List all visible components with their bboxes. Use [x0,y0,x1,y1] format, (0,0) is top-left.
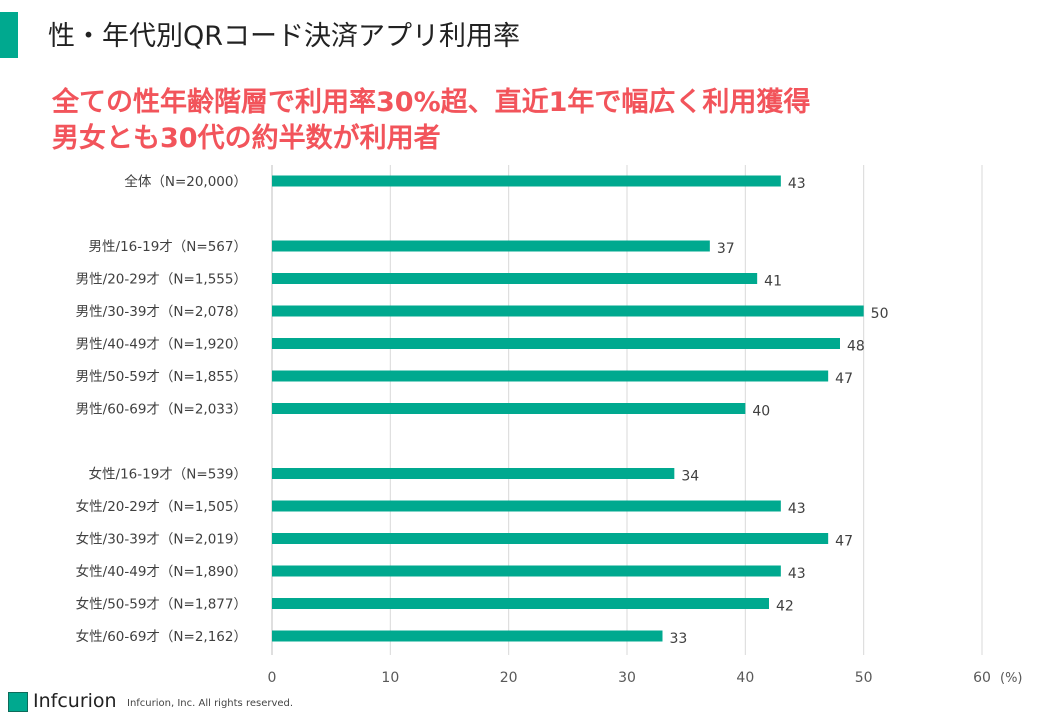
category-label: 女性/50-59才（N=1,877） [76,596,247,613]
data-label: 50 [871,306,889,322]
data-label: 43 [788,176,806,192]
data-label: 48 [847,339,865,355]
brand-name: Infcurion [33,690,117,712]
bar [272,175,781,187]
category-label: 女性/20-29才（N=1,505） [76,498,247,515]
category-label: 女性/40-49才（N=1,890） [76,563,247,580]
bar [272,273,758,284]
bar [272,403,746,414]
data-label: 47 [835,371,853,387]
category-label: 男性/16-19才（N=567） [89,239,247,255]
category-label: 男性/40-49才（N=1,920） [76,337,247,353]
bar [272,468,675,479]
data-label: 47 [835,534,853,550]
data-label: 42 [776,599,794,615]
page-title: 性・年代別QRコード決済アプリ利用率 [48,21,521,52]
x-tick-label: 40 [736,670,754,686]
category-label: 女性/30-39才（N=2,019） [76,531,247,548]
x-tick-label: 20 [500,670,518,686]
data-label: 33 [670,631,688,647]
bar [272,240,710,252]
headline-line-2: 男女とも30代の約半数が利用者 [52,123,441,154]
logo-icon [8,692,28,712]
category-label: 男性/20-29才（N=1,555） [76,272,247,288]
x-tick-label: 50 [855,670,873,686]
data-label: 41 [764,274,782,290]
data-label: 43 [788,566,806,582]
title-accent-bar [0,12,18,58]
bar [272,630,663,642]
data-label: 34 [681,469,699,485]
bar [272,500,781,512]
category-label: 全体（N=20,000） [124,173,247,190]
data-label: 40 [752,404,770,420]
data-label: 43 [788,501,806,517]
data-label: 37 [717,241,735,257]
bar [272,370,829,382]
category-label: 女性/60-69才（N=2,162） [76,628,247,645]
category-label: 女性/16-19才（N=539） [89,466,247,483]
headline-line-1: 全ての性年齢階層で利用率30%超、直近1年で幅広く利用獲得 [52,87,811,118]
category-label: 男性/30-39才（N=2,078） [76,304,247,320]
x-tick-label: 10 [381,670,399,686]
bar [272,565,781,577]
x-unit-label: (%) [1000,671,1023,686]
category-label: 男性/50-59才（N=1,855） [76,369,247,385]
x-tick-label: 0 [268,670,277,686]
bar [272,533,829,544]
bar [272,338,840,349]
x-tick-label: 30 [618,670,636,686]
bar [272,305,864,317]
bar [272,598,769,609]
copyright: Infcurion, Inc. All rights reserved. [127,698,294,709]
x-tick-label: 60 [973,670,991,686]
category-label: 男性/60-69才（N=2,033） [76,402,247,418]
